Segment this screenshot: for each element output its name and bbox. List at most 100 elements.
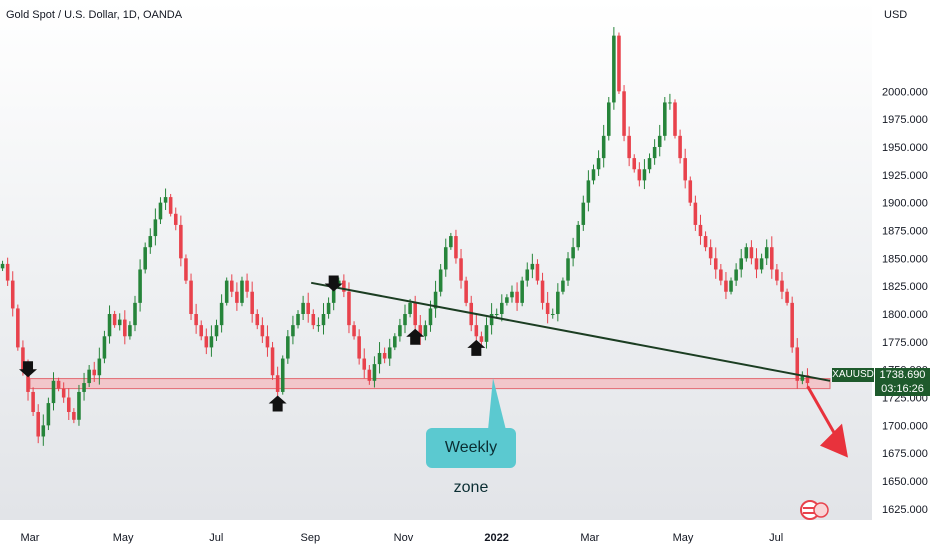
candle-body: [494, 314, 499, 316]
candle-body: [143, 247, 147, 270]
candle-body: [418, 325, 423, 337]
chart-title: Gold Spot / U.S. Dollar, 1D, OANDA: [6, 9, 183, 21]
candle-body: [713, 258, 718, 270]
symbol-tag: XAUUSD: [832, 368, 874, 382]
candle-body: [97, 358, 102, 376]
candle-body: [326, 302, 331, 315]
candle-body: [393, 336, 397, 348]
candle-body: [117, 319, 122, 326]
candle-body: [790, 302, 794, 348]
candle-body: [729, 280, 733, 292]
candle-body: [673, 102, 677, 136]
arrow-up-icon: [268, 395, 287, 412]
candle-body: [224, 280, 229, 303]
candle-body: [724, 280, 728, 292]
candle-body: [683, 158, 687, 181]
candle-body: [102, 336, 107, 359]
candle-body: [535, 263, 540, 281]
candle-body: [128, 325, 132, 337]
weekly-zone-callout: Weekly zone: [426, 428, 516, 496]
candle-body: [82, 383, 86, 392]
candle-body: [770, 247, 774, 270]
candle-body: [275, 375, 280, 392]
candle-body: [163, 197, 168, 203]
candle-body: [280, 358, 285, 392]
candle-body: [230, 280, 234, 292]
y-tick-label: 1650.000: [882, 476, 928, 488]
candle-body: [362, 358, 367, 370]
candle-body: [586, 180, 591, 203]
y-tick-label: 1925.000: [882, 170, 928, 182]
candle-body: [693, 202, 698, 225]
candle-body: [739, 258, 744, 270]
arrow-up-icon: [467, 339, 486, 356]
candle-body: [240, 280, 244, 303]
x-tick-label: Jul: [209, 532, 223, 544]
y-tick-label: 1775.000: [882, 337, 928, 349]
candle-body: [209, 336, 214, 348]
candle-body: [382, 352, 387, 359]
y-tick-label: 1975.000: [882, 114, 928, 126]
candle-body: [311, 314, 316, 326]
y-tick-label: 1800.000: [882, 309, 928, 321]
candle-body: [749, 247, 754, 259]
x-tick-label: May: [113, 532, 134, 544]
candle-body: [66, 397, 71, 412]
candle-body: [606, 102, 611, 136]
candle-body: [505, 297, 509, 303]
candle-body: [10, 280, 15, 309]
arrow-up-icon: [406, 328, 425, 345]
candle-body: [372, 364, 377, 381]
candle-body: [184, 258, 188, 281]
candle-body: [550, 314, 555, 316]
candle-body: [449, 236, 453, 248]
candle-body: [398, 325, 402, 337]
candle-body: [459, 258, 463, 281]
candle-body: [464, 280, 468, 303]
candle-body: [403, 314, 407, 326]
candle-body: [408, 302, 412, 315]
candle-body: [775, 269, 779, 281]
candle-body: [31, 391, 35, 412]
candle-body: [795, 347, 800, 381]
candle-body: [16, 308, 20, 348]
candle-body: [617, 35, 621, 92]
candle-body: [51, 380, 56, 404]
candle-body: [581, 202, 586, 225]
candle-body: [0, 263, 5, 269]
candle-body: [296, 314, 300, 326]
arrow-down-icon: [19, 361, 38, 378]
candle-body: [286, 336, 290, 359]
candle-body: [123, 319, 127, 337]
candle-body: [153, 219, 158, 237]
candle-body: [576, 224, 580, 248]
candle-body: [632, 158, 637, 170]
trendline: [310, 281, 831, 382]
candle-body: [138, 269, 142, 303]
candle-body: [566, 258, 570, 281]
candle-body: [214, 325, 219, 337]
candle-body: [785, 291, 789, 303]
arrow-down-icon: [324, 275, 343, 292]
candle-body: [321, 314, 326, 326]
candle-body: [158, 202, 163, 220]
projection-arrowhead: [820, 423, 848, 458]
candle-body: [596, 158, 601, 170]
candle-body: [484, 325, 489, 342]
candle-body: [250, 291, 254, 315]
candle-body: [703, 236, 708, 248]
candle-body: [423, 325, 428, 337]
candle-body: [347, 291, 351, 326]
candle-body: [500, 302, 504, 315]
candle-body: [800, 375, 805, 381]
candle-body: [245, 280, 249, 292]
candle-body: [759, 258, 764, 270]
candle-body: [367, 369, 372, 381]
candle-body: [301, 302, 305, 315]
candle-body: [540, 280, 545, 303]
candle-body: [744, 247, 749, 259]
candle-body: [657, 135, 662, 147]
candle-body: [316, 325, 321, 327]
